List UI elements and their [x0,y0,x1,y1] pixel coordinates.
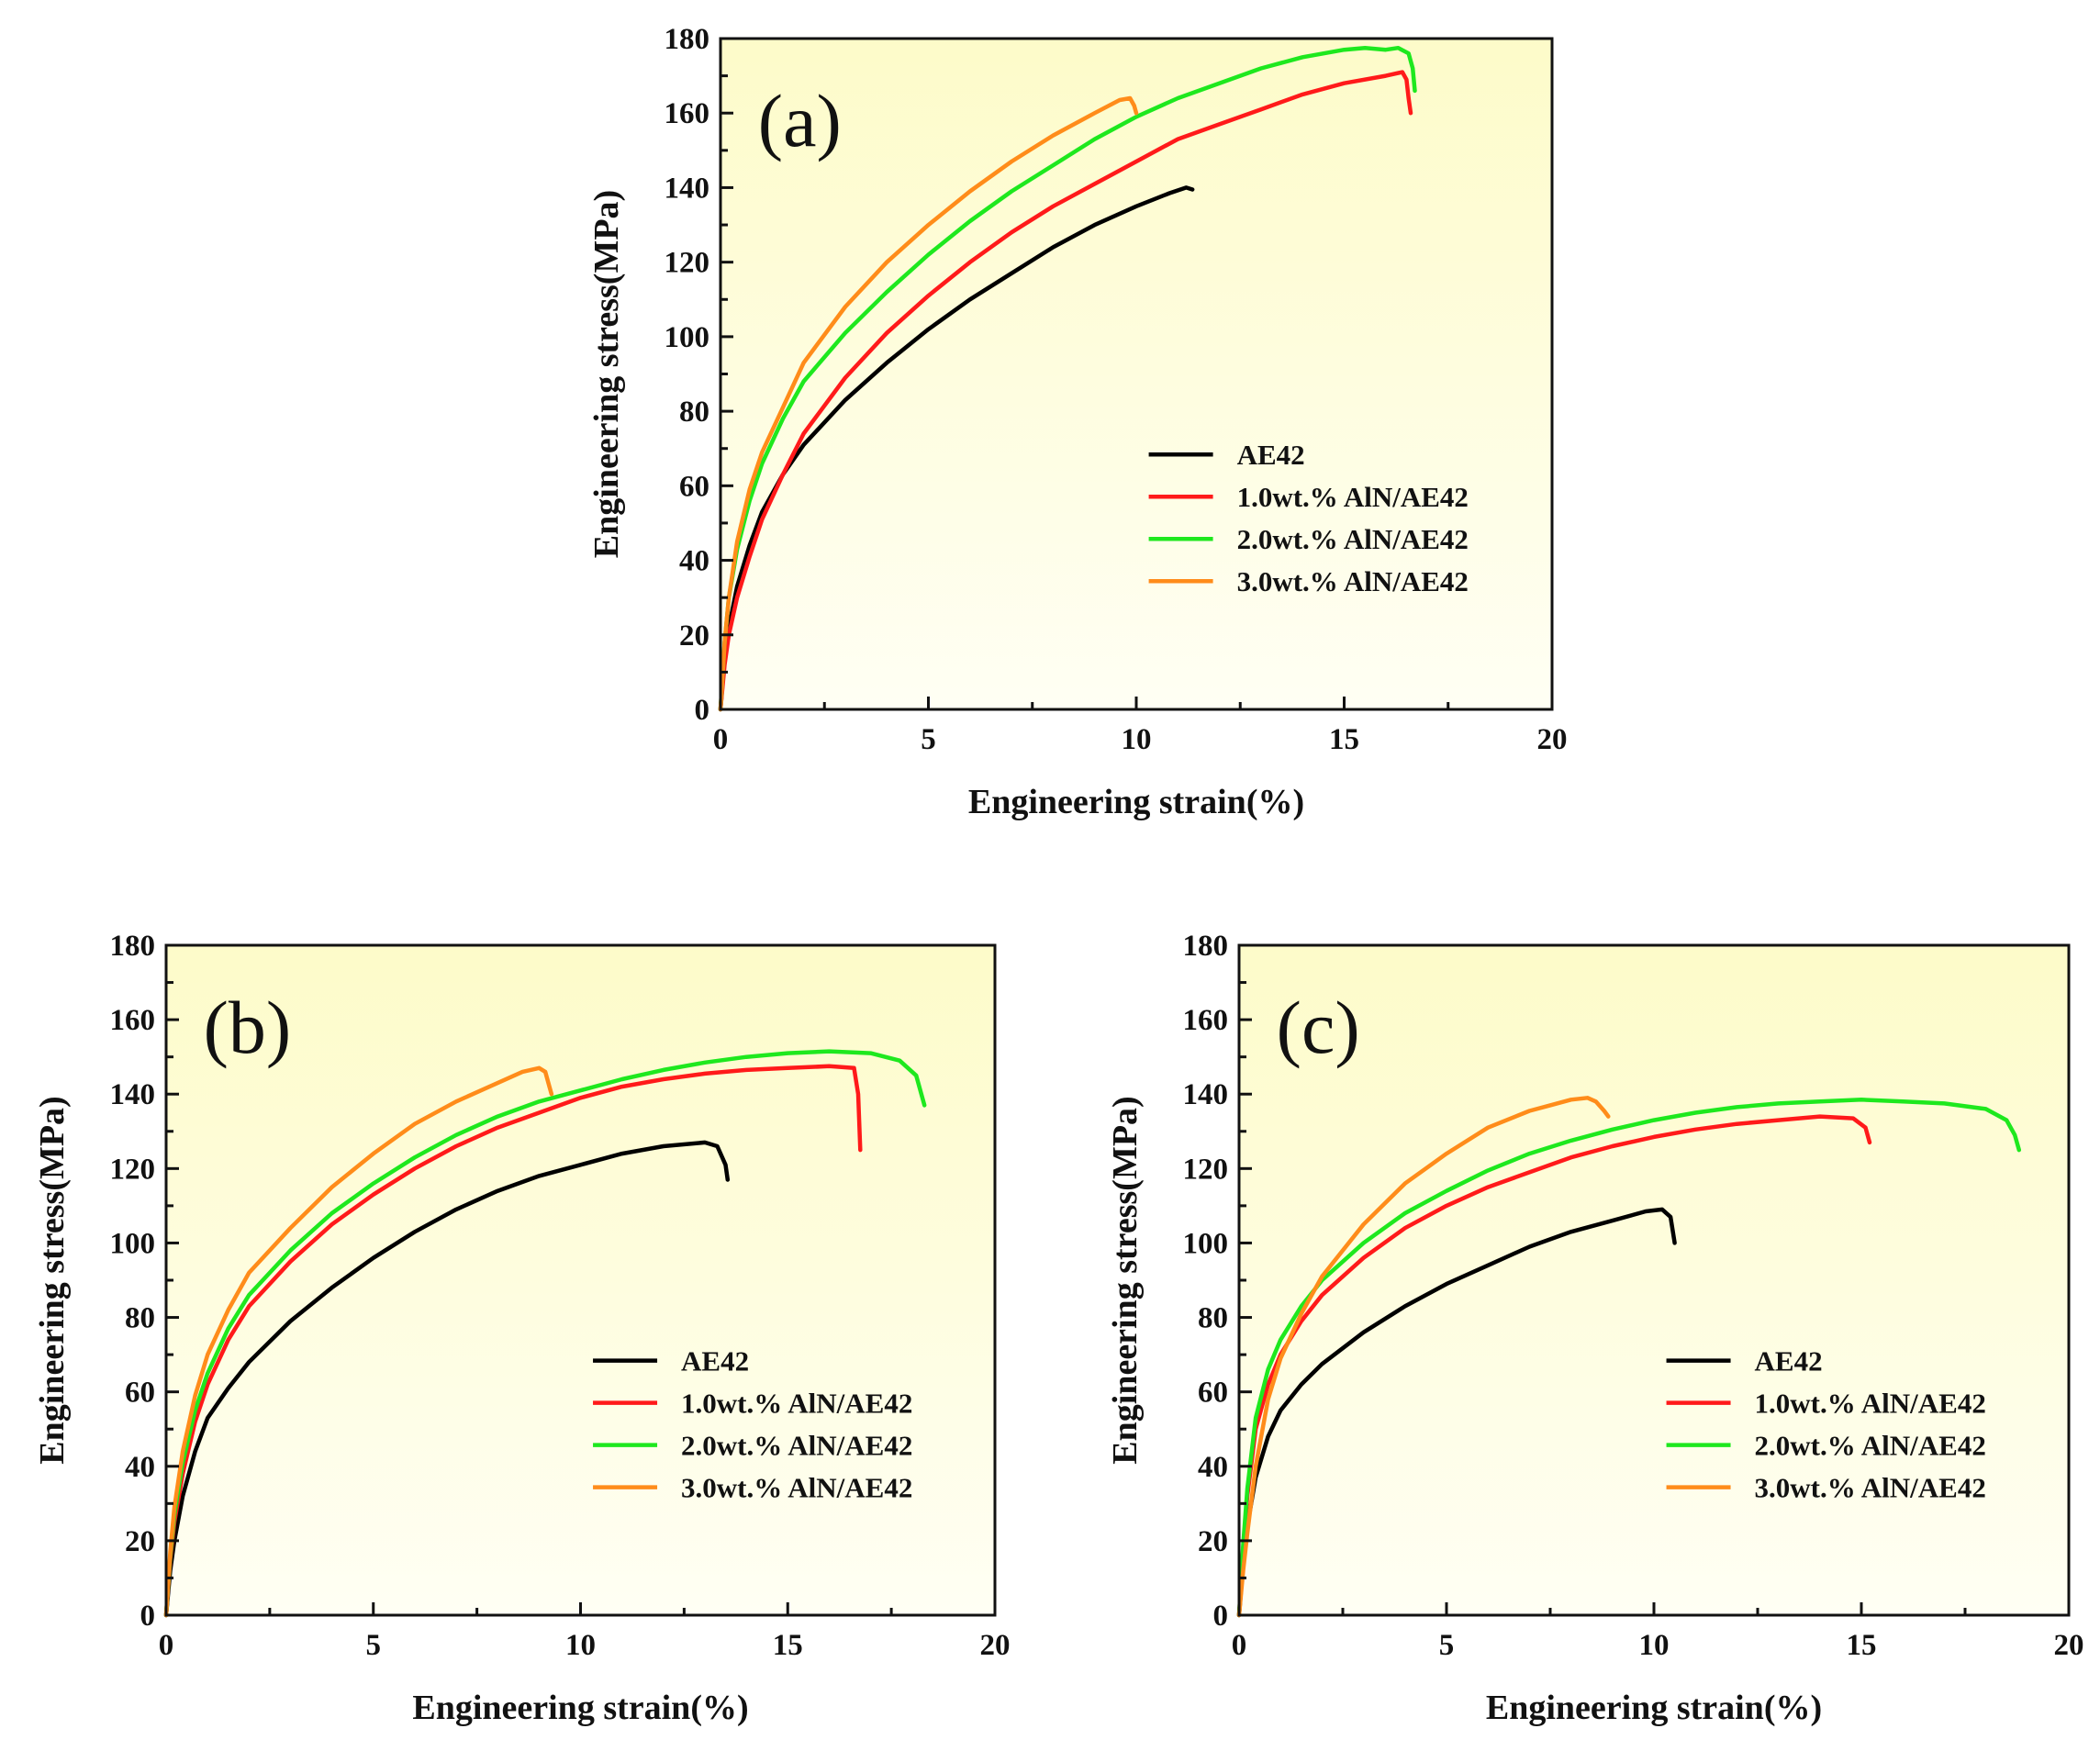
y-tick-label: 0 [695,694,710,727]
y-tick-label: 180 [110,930,156,963]
y-tick-label: 160 [1183,1004,1229,1037]
y-tick-label: 40 [679,545,709,578]
series-line-1-0wt-aln-ae42 [1236,1114,1872,1618]
series-line-3-0wt-aln-ae42 [718,95,1139,712]
y-tick-label: 60 [679,470,709,503]
x-axis-title: Engineering strain(%) [412,1689,748,1727]
series-line-2-0wt-aln-ae42 [163,1049,927,1618]
y-tick-label: 20 [1198,1525,1228,1558]
y-tick-label: 180 [1183,930,1229,963]
series-line-ae42 [163,1140,731,1618]
y-tick-label: 140 [665,172,710,205]
y-tick-label: 20 [679,619,709,652]
legend-label-2-0wt-aln-ae42: 2.0wt.% AlN/AE42 [1755,1430,1986,1462]
series-line-2-0wt-aln-ae42 [718,45,1417,712]
legend-label-3-0wt-aln-ae42: 3.0wt.% AlN/AE42 [681,1472,912,1504]
legend-label-ae42: AE42 [1755,1345,1823,1377]
x-tick-label: 0 [159,1629,174,1662]
plot-area [720,39,1552,709]
y-tick-label: 80 [125,1302,155,1335]
legend-label-2-0wt-aln-ae42: 2.0wt.% AlN/AE42 [1237,523,1469,555]
x-axis-title: Engineering strain(%) [968,783,1304,821]
y-tick-label: 160 [110,1004,156,1037]
panel-a: 0 5 10 15 20 0 20 40 60 80 100 120 140 160 180 Engineer… [587,23,1568,821]
x-tick-label: 5 [1439,1629,1455,1662]
series-line-2-0wt-aln-ae42 [1236,1098,2022,1618]
legend-label-1-0wt-aln-ae42: 1.0wt.% AlN/AE42 [1755,1388,1986,1420]
legend: AE42 1.0wt.% AlN/AE42 2.0wt.% AlN/AE42 3.0w… [1666,1345,1986,1504]
plot-area [166,945,995,1615]
panel-b: 0 5 10 15 20 0 20 40 60 80 100 120 140 160 180 Engineer… [33,930,1011,1727]
y-tick-label: 80 [1198,1302,1228,1335]
x-axis-title: Engineering strain(%) [1486,1689,1822,1727]
x-tick-label: 0 [713,723,729,756]
legend-label-3-0wt-aln-ae42: 3.0wt.% AlN/AE42 [1237,565,1469,597]
y-axis-title: Engineering stress(MPa) [587,190,626,558]
panel-label: (b) [204,986,292,1069]
y-tick-label: 120 [1183,1153,1229,1186]
y-axis-title: Engineering stress(MPa) [1106,1096,1145,1464]
y-tick-label: 120 [110,1153,156,1186]
y-tick-label: 40 [125,1451,155,1484]
x-tick-label: 20 [980,1629,1011,1662]
panel-label: (c) [1277,986,1360,1069]
x-tick-label: 15 [1847,1629,1877,1662]
x-tick-label: 15 [773,1629,803,1662]
legend-label-1-0wt-aln-ae42: 1.0wt.% AlN/AE42 [681,1388,912,1420]
legend-label-1-0wt-aln-ae42: 1.0wt.% AlN/AE42 [1237,481,1469,513]
series-line-3-0wt-aln-ae42 [163,1065,554,1618]
y-tick-label: 160 [665,97,710,130]
y-tick-label: 140 [110,1078,156,1111]
panel-c: 0 5 10 15 20 0 20 40 60 80 100 120 140 160 180 Engineer… [1106,930,2084,1727]
y-tick-label: 0 [140,1600,156,1633]
y-tick-label: 140 [1183,1078,1229,1111]
legend: AE42 1.0wt.% AlN/AE42 2.0wt.% AlN/AE42 3.0w… [593,1345,912,1504]
y-axis-title: Engineering stress(MPa) [33,1096,72,1464]
y-tick-label: 0 [1213,1600,1229,1633]
panel-label: (a) [758,79,842,162]
x-tick-label: 0 [1232,1629,1247,1662]
y-tick-label: 100 [665,321,710,354]
x-tick-label: 10 [1639,1629,1670,1662]
x-tick-label: 10 [1122,723,1152,756]
y-tick-label: 180 [665,23,710,56]
legend-label-ae42: AE42 [1237,439,1305,471]
x-tick-label: 20 [2054,1629,2084,1662]
series-line-3-0wt-aln-ae42 [1236,1096,1611,1618]
y-tick-label: 40 [1198,1451,1228,1484]
y-tick-label: 100 [110,1227,156,1260]
y-tick-label: 60 [125,1377,155,1410]
series-line-ae42 [718,185,1195,712]
x-tick-label: 10 [565,1629,596,1662]
x-tick-label: 5 [921,723,936,756]
plot-area [1239,945,2069,1615]
y-tick-label: 60 [1198,1377,1228,1410]
y-tick-label: 120 [665,247,710,280]
y-tick-label: 80 [679,396,709,429]
legend-label-3-0wt-aln-ae42: 3.0wt.% AlN/AE42 [1755,1472,1986,1504]
x-tick-label: 20 [1537,723,1568,756]
legend: AE42 1.0wt.% AlN/AE42 2.0wt.% AlN/AE42 3.0w… [1148,439,1469,597]
y-tick-label: 20 [125,1525,155,1558]
legend-label-ae42: AE42 [681,1345,749,1377]
x-tick-label: 15 [1329,723,1359,756]
series-line-1-0wt-aln-ae42 [718,70,1413,712]
series-line-1-0wt-aln-ae42 [163,1064,863,1618]
x-tick-label: 5 [366,1629,382,1662]
y-tick-label: 100 [1183,1227,1229,1260]
legend-label-2-0wt-aln-ae42: 2.0wt.% AlN/AE42 [681,1430,912,1462]
